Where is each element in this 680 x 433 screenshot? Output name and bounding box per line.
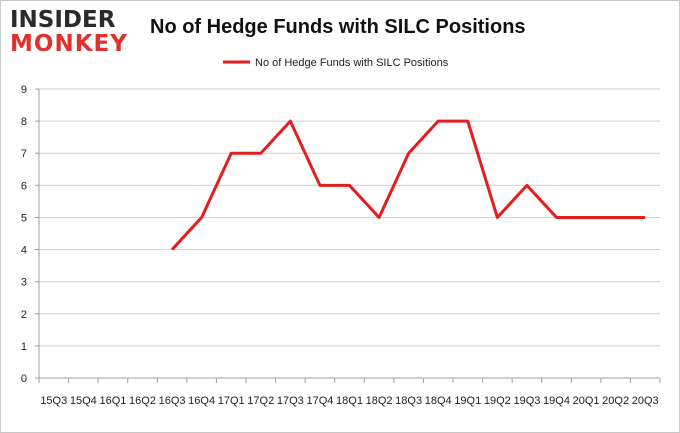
series-line-0 bbox=[170, 119, 646, 251]
x-tick-label-20Q2: 20Q2 bbox=[602, 395, 629, 407]
series-lines bbox=[170, 119, 646, 251]
x-tick-label-15Q3: 15Q3 bbox=[40, 395, 67, 407]
x-tick-label-19Q3: 19Q3 bbox=[513, 395, 540, 407]
x-tick-label-20Q1: 20Q1 bbox=[573, 395, 600, 407]
y-tick-labels: 0 1 2 3 4 5 6 7 8 9 bbox=[21, 84, 27, 385]
y-tick-label-3: 3 bbox=[21, 277, 27, 289]
x-tick-label-19Q2: 19Q2 bbox=[484, 395, 511, 407]
grid-lines bbox=[39, 88, 660, 347]
x-tick-label-17Q1: 17Q1 bbox=[218, 395, 245, 407]
y-tick-label-7: 7 bbox=[21, 148, 27, 160]
x-tick-label-18Q2: 18Q2 bbox=[366, 395, 393, 407]
y-tick-label-1: 1 bbox=[21, 341, 27, 353]
x-tick-labels: 15Q3 15Q4 16Q1 16Q2 16Q3 16Q4 17Q1 17Q2 17Q3 17Q4… bbox=[40, 395, 658, 407]
y-tick-label-0: 0 bbox=[21, 373, 27, 385]
y-tick-label-9: 9 bbox=[21, 84, 27, 96]
x-tick-label-19Q1: 19Q1 bbox=[454, 395, 481, 407]
chart-title: No of Hedge Funds with SILC Positions bbox=[150, 16, 526, 38]
x-tick-label-16Q1: 16Q1 bbox=[99, 395, 126, 407]
x-tick-label-16Q3: 16Q3 bbox=[159, 395, 186, 407]
x-tick-label-20Q3: 20Q3 bbox=[632, 395, 659, 407]
insider-monkey-logo: INSIDER MONKEY bbox=[10, 9, 128, 56]
x-tick-label-17Q2: 17Q2 bbox=[247, 395, 274, 407]
logo-line-1: INSIDER bbox=[10, 7, 116, 33]
x-tick-label-18Q4: 18Q4 bbox=[425, 395, 452, 407]
x-tick-label-15Q4: 15Q4 bbox=[70, 395, 97, 407]
y-tick-label-8: 8 bbox=[21, 116, 27, 128]
y-tick-label-5: 5 bbox=[21, 212, 27, 224]
logo-line-2: MONKEY bbox=[10, 31, 128, 57]
y-tick-label-4: 4 bbox=[21, 245, 27, 257]
x-tick-label-17Q3: 17Q3 bbox=[277, 395, 304, 407]
y-tick-label-6: 6 bbox=[21, 180, 27, 192]
y-tick-label-2: 2 bbox=[21, 309, 27, 321]
x-tick-label-16Q2: 16Q2 bbox=[129, 395, 156, 407]
x-tick-label-18Q1: 18Q1 bbox=[336, 395, 363, 407]
legend: No of Hedge Funds with SILC Positions bbox=[223, 57, 449, 69]
x-tick-label-17Q4: 17Q4 bbox=[306, 395, 333, 407]
x-tick-label-16Q4: 16Q4 bbox=[188, 395, 215, 407]
x-tick-label-19Q4: 19Q4 bbox=[543, 395, 570, 407]
legend-label: No of Hedge Funds with SILC Positions bbox=[255, 57, 449, 69]
axes bbox=[35, 88, 661, 383]
x-tick-label-18Q3: 18Q3 bbox=[395, 395, 422, 407]
